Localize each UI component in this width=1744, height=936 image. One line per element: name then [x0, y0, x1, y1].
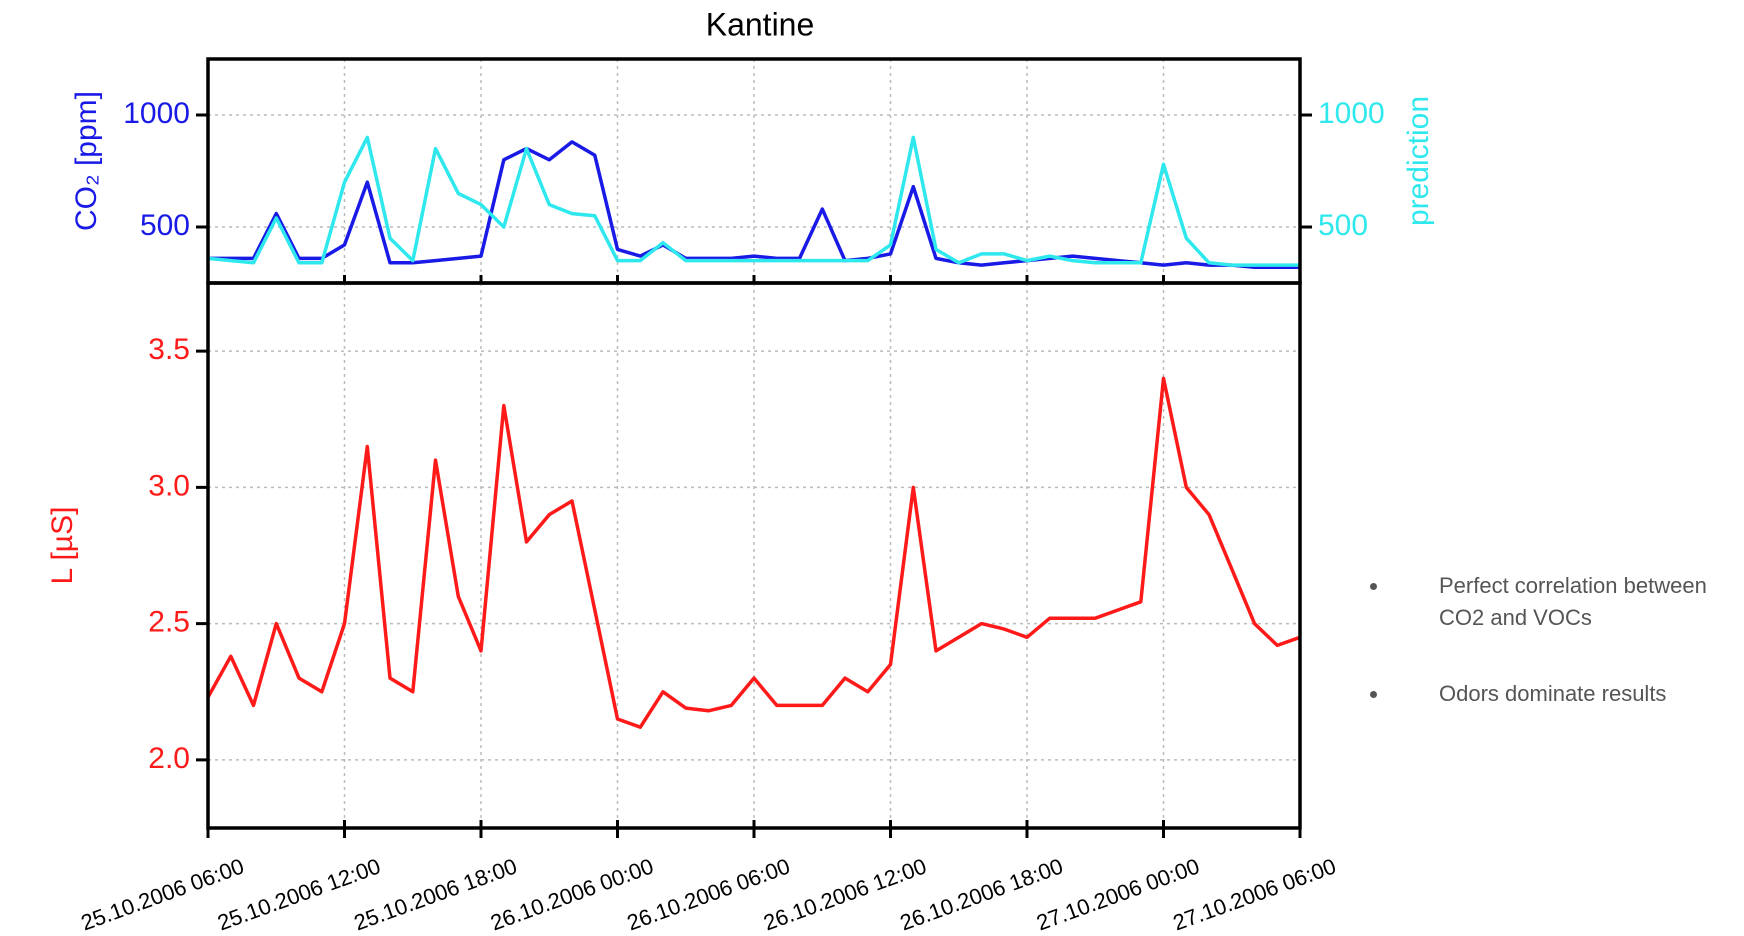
chart-title: Kantine	[706, 6, 815, 42]
y-tick-label: 500	[140, 209, 190, 242]
y-axis-label: CO₂ [ppm]	[70, 91, 103, 231]
y-tick-label: 500	[1318, 209, 1368, 242]
bullet	[1370, 691, 1377, 698]
y-tick-label: 2.5	[148, 606, 190, 639]
line-series	[207, 135, 1300, 267]
note-text: Odors dominate results	[1439, 681, 1667, 706]
notes: Perfect correlation between CO2 and VOCs…	[1370, 570, 1710, 754]
y-tick-label: 1000	[123, 97, 190, 130]
note: Perfect correlation between CO2 and VOCs	[1370, 570, 1710, 634]
note: Odors dominate results	[1370, 678, 1710, 710]
y2-axis-label: prediction	[1402, 96, 1435, 226]
plot-frame	[206, 281, 1302, 830]
line-series	[206, 376, 1301, 729]
line-series	[208, 140, 1300, 270]
y-tick-label: 1000	[1318, 97, 1385, 130]
y-tick-label: 2.0	[148, 742, 190, 775]
bullet	[1370, 583, 1377, 590]
note-text: Perfect correlation between CO2 and VOCs	[1439, 573, 1707, 630]
y-tick-label: 3.5	[148, 333, 190, 366]
y-tick-label: 3.0	[148, 469, 190, 502]
y-axis-label: L [µS]	[46, 507, 79, 585]
